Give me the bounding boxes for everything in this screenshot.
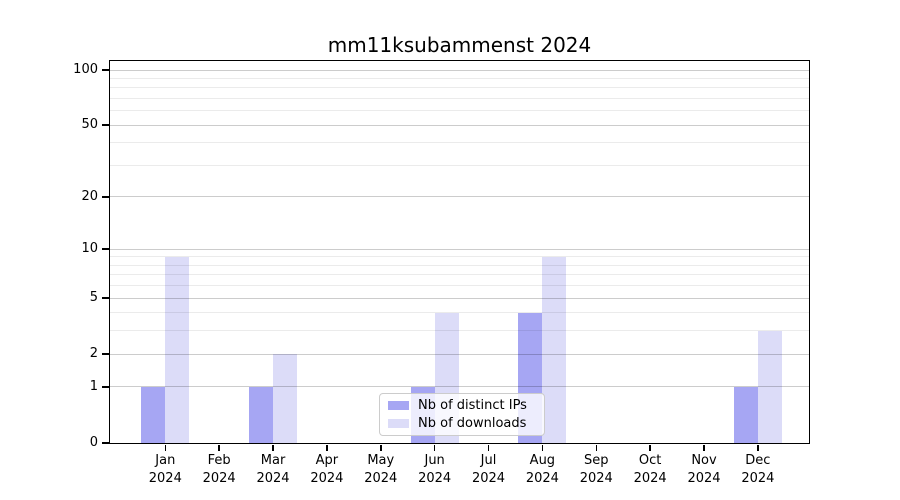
x-tick-mark <box>164 444 167 451</box>
y-tick-label: 10 <box>81 241 98 257</box>
x-tick-label: Nov 2024 <box>687 453 721 486</box>
y-tick-mark <box>102 248 109 250</box>
bar-downloads-mar <box>273 354 298 443</box>
y-tick-mark <box>102 353 109 355</box>
y-tick-label: 0 <box>89 435 98 450</box>
y-tick-label: 2 <box>89 346 98 362</box>
minor-gridline <box>110 274 809 276</box>
x-tick-label: Mar 2024 <box>256 453 290 486</box>
x-tick-label: Sep 2024 <box>579 453 613 486</box>
x-tick-label: Oct 2024 <box>633 453 667 486</box>
y-tick-label: 20 <box>81 188 98 204</box>
x-tick-mark <box>380 444 382 451</box>
x-tick-label: Feb 2024 <box>202 453 236 486</box>
major-gridline <box>110 196 809 198</box>
major-gridline <box>110 124 809 126</box>
legend-item-downloads: Nb of downloads <box>388 416 536 431</box>
legend-label: Nb of downloads <box>418 416 527 431</box>
major-gridline <box>110 353 809 355</box>
bar-downloads-aug <box>542 256 567 443</box>
y-tick-mark <box>102 442 109 444</box>
y-tick-mark <box>102 386 109 388</box>
x-tick-mark <box>433 444 436 451</box>
x-tick-label: Aug 2024 <box>525 453 559 486</box>
x-tick-label: Apr 2024 <box>310 453 344 486</box>
legend-swatch-downloads-icon <box>388 419 409 428</box>
y-tick-label: 50 <box>81 117 98 133</box>
bar-downloads-dec <box>757 330 782 443</box>
legend-item-distinct-ips: Nb of distinct IPs <box>388 398 536 413</box>
x-tick-mark <box>272 444 274 451</box>
x-tick-mark <box>487 444 490 451</box>
minor-gridline <box>110 330 809 332</box>
minor-gridline <box>110 110 809 112</box>
x-tick-label: May 2024 <box>364 453 398 486</box>
major-gridline <box>110 386 809 388</box>
bar-downloads-jan <box>165 256 190 443</box>
bar-distinct-ips-mar <box>249 386 274 443</box>
legend-label: Nb of distinct IPs <box>418 398 527 413</box>
x-tick-mark <box>218 444 220 451</box>
minor-gridline <box>110 164 809 166</box>
y-tick-mark <box>102 196 109 198</box>
x-tick-label: Dec 2024 <box>741 453 775 486</box>
x-tick-mark <box>757 444 759 451</box>
y-tick-label: 1 <box>89 378 98 394</box>
minor-gridline <box>110 142 809 144</box>
chart-title: mm11ksubammenst 2024 <box>327 33 592 57</box>
minor-gridline <box>110 312 809 314</box>
x-tick-mark <box>326 444 328 451</box>
legend-swatch-distinct-ips-icon <box>388 401 409 410</box>
x-tick-label: Jan 2024 <box>148 453 182 486</box>
major-gridline <box>110 297 809 299</box>
minor-gridline <box>110 97 809 99</box>
y-tick-mark <box>102 297 109 299</box>
x-tick-label: Jun 2024 <box>418 453 452 486</box>
x-tick-mark <box>703 444 705 451</box>
y-tick-mark <box>102 69 109 71</box>
minor-gridline <box>110 264 809 266</box>
minor-gridline <box>110 285 809 287</box>
bar-distinct-ips-jan <box>141 386 166 443</box>
major-gridline <box>110 69 809 71</box>
y-tick-label: 100 <box>73 62 98 77</box>
minor-gridline <box>110 87 809 89</box>
bar-distinct-ips-dec <box>733 386 758 443</box>
x-tick-mark <box>649 444 651 451</box>
minor-gridline <box>110 77 809 79</box>
x-tick-mark <box>541 444 544 451</box>
x-tick-mark <box>595 444 597 451</box>
y-tick-label: 5 <box>89 290 98 306</box>
major-gridline <box>110 248 809 250</box>
x-tick-label: Jul 2024 <box>471 453 506 486</box>
y-tick-mark <box>102 124 109 126</box>
legend: Nb of distinct IPs Nb of downloads <box>379 393 545 436</box>
minor-gridline <box>110 256 809 258</box>
